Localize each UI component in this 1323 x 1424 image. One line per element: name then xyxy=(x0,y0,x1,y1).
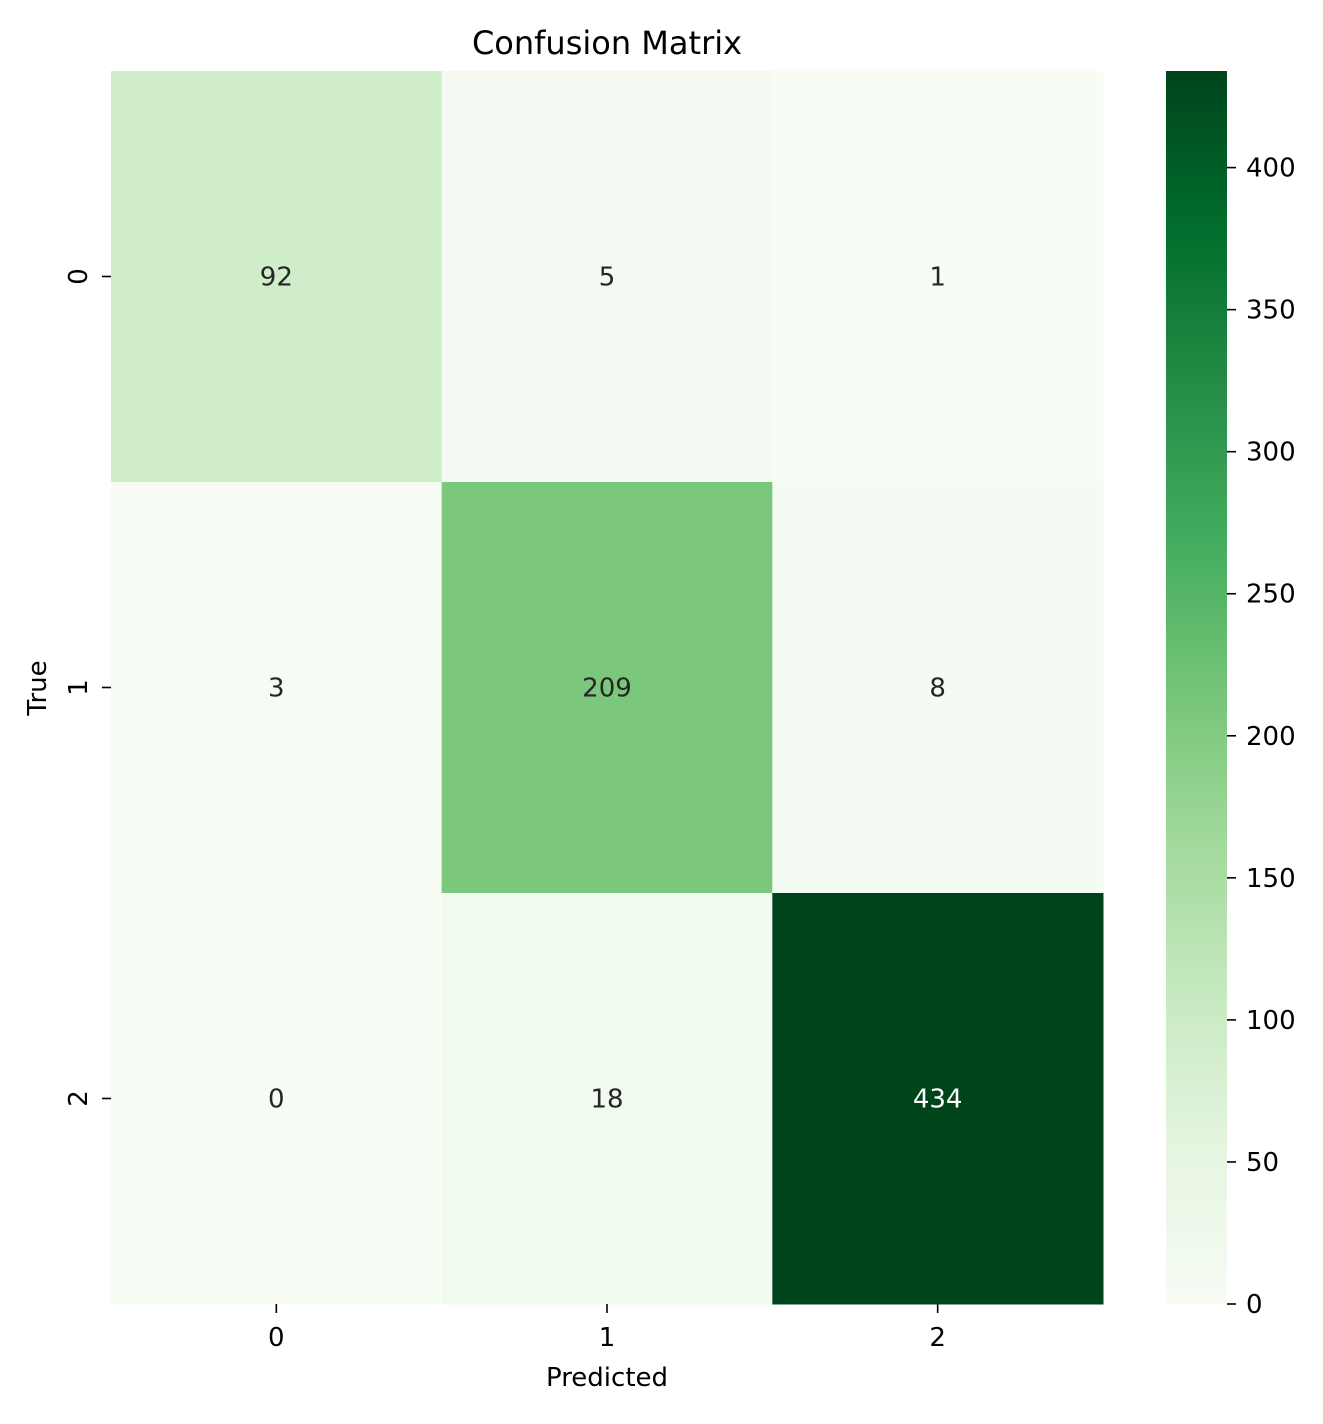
colorbar-tick-label-4: 200 xyxy=(1246,722,1296,752)
heatmap-cell-0-1 xyxy=(441,71,773,483)
heatmap-cell-1-0 xyxy=(111,482,443,894)
colorbar xyxy=(1166,71,1227,1304)
colorbar-tick-label-1: 50 xyxy=(1246,1148,1279,1178)
cell-annotation-0-1: 5 xyxy=(599,263,616,293)
colorbar-tick-label-8: 400 xyxy=(1246,154,1296,184)
chart-title: Confusion Matrix xyxy=(472,24,742,62)
cell-annotation-1-0: 3 xyxy=(268,674,285,704)
y-tick-label-2: 2 xyxy=(64,1090,94,1107)
x-axis: 0 1 2 xyxy=(268,1304,946,1353)
heatmap-cell-2-1 xyxy=(441,893,773,1305)
colorbar-tick-label-2: 100 xyxy=(1246,1006,1296,1036)
x-axis-label: Predicted xyxy=(546,1363,668,1393)
cell-annotation-2-2: 434 xyxy=(913,1085,963,1115)
heatmap-cell-2-0 xyxy=(111,893,443,1305)
cell-annotation-0-0: 92 xyxy=(260,263,293,293)
heatmap-cell-1-2 xyxy=(772,482,1104,894)
heatmap-cells xyxy=(111,71,1104,1305)
cell-annotation-0-2: 1 xyxy=(929,263,946,293)
cell-annotations: 92 5 1 3 209 8 0 18 434 xyxy=(260,263,963,1115)
colorbar-tick-label-5: 250 xyxy=(1246,580,1296,610)
colorbar-tick-label-7: 350 xyxy=(1246,296,1296,326)
y-tick-label-1: 1 xyxy=(64,679,94,696)
heatmap-cell-1-1 xyxy=(441,482,773,894)
x-tick-label-2: 2 xyxy=(929,1323,946,1353)
y-axis: 0 1 2 xyxy=(64,268,111,1107)
colorbar-ticks: 0 50 100 150 200 250 300 350 400 xyxy=(1227,154,1296,1320)
colorbar-tick-label-3: 150 xyxy=(1246,864,1296,894)
heatmap-cell-0-0 xyxy=(111,71,443,483)
x-tick-label-1: 1 xyxy=(599,1323,616,1353)
colorbar-tick-label-0: 0 xyxy=(1246,1290,1263,1320)
cell-annotation-2-1: 18 xyxy=(590,1085,623,1115)
heatmap-cell-0-2 xyxy=(772,71,1104,483)
cell-annotation-1-2: 8 xyxy=(929,674,946,704)
cell-annotation-2-0: 0 xyxy=(268,1085,285,1115)
colorbar-tick-label-6: 300 xyxy=(1246,438,1296,468)
y-tick-label-0: 0 xyxy=(64,268,94,285)
heatmap-cell-2-2 xyxy=(772,893,1104,1305)
cell-annotation-1-1: 209 xyxy=(582,674,632,704)
y-axis-label: True xyxy=(23,660,53,716)
x-tick-label-0: 0 xyxy=(268,1323,285,1353)
